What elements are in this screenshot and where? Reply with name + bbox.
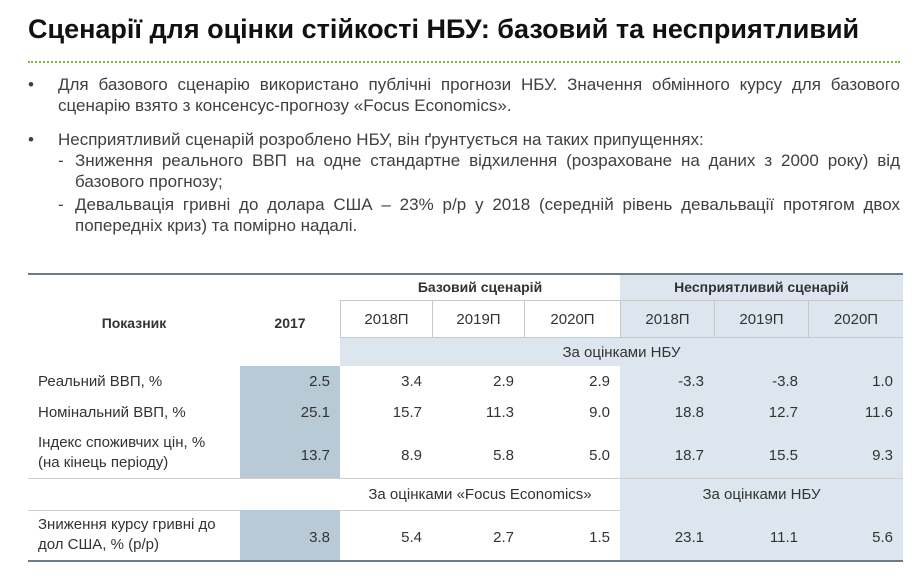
row-label-line: дол США, % (р/р) — [38, 536, 159, 553]
source-header: За оцінками «Focus Economics» — [368, 485, 592, 503]
bullet: • Для базового сценарію використано публі… — [28, 74, 900, 116]
value: 2.5 — [309, 373, 330, 390]
row-label-line: Реальний ВВП, % — [38, 372, 163, 390]
value: 1.5 — [589, 528, 610, 546]
row-line — [28, 560, 903, 562]
row-label: Номінальний ВВП, % — [28, 397, 240, 428]
value: 18.8 — [674, 404, 704, 421]
value: 18.7 — [674, 446, 704, 464]
base-year-bg — [240, 428, 340, 478]
adverse-bg — [620, 397, 903, 428]
sub-dash: - — [58, 195, 64, 214]
year-header: 2020П — [524, 300, 620, 338]
bullet-dot: • — [28, 75, 34, 94]
row-label: Реальний ВВП, % — [28, 366, 240, 397]
value: 11.6 — [864, 404, 893, 421]
value: 13.7 — [300, 446, 330, 464]
group-header: Несприятливий сценарій — [674, 278, 849, 295]
row-label: Індекс споживчих цін, % (на кінець період… — [28, 428, 240, 478]
value: 3.8 — [309, 528, 330, 546]
value: 9.3 — [872, 446, 893, 464]
column-header: Показник — [101, 314, 167, 331]
value: 2.9 — [589, 373, 610, 390]
year-header: 2018П — [620, 300, 714, 338]
adverse-bg — [620, 428, 903, 478]
source-bg — [340, 338, 903, 366]
bullet-text: Несприятливий сценарій розроблено НБУ, в… — [58, 130, 704, 149]
sub-text: Зниження реального ВВП на одне стандартн… — [75, 151, 900, 191]
base-year-bg — [240, 510, 340, 560]
value: 9.0 — [589, 404, 610, 421]
source-header: За оцінками НБУ — [702, 485, 821, 503]
sub-text: Девальвація гривні до долара США – 23% р… — [75, 195, 900, 235]
base-year-bg — [240, 366, 340, 397]
base-year-bg — [240, 397, 340, 428]
value: 23.1 — [674, 528, 704, 546]
row-label-line: Індекс споживчих цін, % — [38, 434, 206, 451]
source-bg — [620, 478, 903, 510]
row-label: Зниження курсу гривні до дол США, % (р/р) — [28, 510, 240, 560]
bullet-text: Для базового сценарію використано публіч… — [58, 75, 900, 115]
row-label-line: Номінальний ВВП, % — [38, 403, 186, 421]
sub-item: - Девальвація гривні до долара США – 23% … — [58, 194, 900, 236]
sub-item: - Зниження реального ВВП на одне стандарт… — [58, 150, 900, 192]
value: -3.8 — [772, 373, 798, 390]
value: 11.1 — [769, 528, 798, 546]
value: 5.6 — [872, 528, 893, 546]
value: 3.4 — [401, 373, 422, 390]
sub-dash: - — [58, 151, 64, 170]
title: Сценарії для оцінки стійкості НБУ: базов… — [28, 14, 860, 44]
value: 15.5 — [768, 446, 798, 464]
bullet: • Несприятливий сценарій розроблено НБУ, … — [28, 129, 900, 236]
value: 5.8 — [493, 446, 514, 464]
row-line — [28, 510, 903, 511]
value: 1.0 — [872, 373, 893, 390]
value: 2.7 — [493, 528, 514, 546]
value: 12.7 — [768, 404, 798, 421]
value: 8.9 — [401, 446, 422, 464]
value: 25.1 — [300, 404, 330, 421]
year-header: 2018П — [340, 300, 432, 338]
year-header: 2020П — [808, 300, 903, 338]
title-rule — [28, 61, 900, 63]
row-label-line: Зниження курсу гривні до — [38, 516, 216, 533]
adverse-bg — [620, 510, 903, 560]
row-line — [28, 273, 903, 275]
row-line — [28, 478, 903, 479]
year-header: 2019П — [432, 300, 524, 338]
source-header: За оцінками НБУ — [562, 343, 681, 361]
value: 5.0 — [589, 446, 610, 464]
bullet-dot: • — [28, 130, 34, 149]
value: 5.4 — [401, 528, 422, 546]
row-label-line: (на кінець періоду) — [38, 454, 169, 471]
adverse-bg — [620, 366, 903, 397]
group-header: Базовий сценарій — [417, 278, 543, 295]
value: 15.7 — [392, 404, 422, 421]
value: 11.3 — [485, 404, 514, 421]
value: 2.9 — [493, 373, 514, 390]
adverse-header-bg — [620, 273, 903, 338]
year-header: 2019П — [714, 300, 808, 338]
value: -3.3 — [678, 373, 704, 390]
column-header: 2017 — [274, 314, 306, 331]
